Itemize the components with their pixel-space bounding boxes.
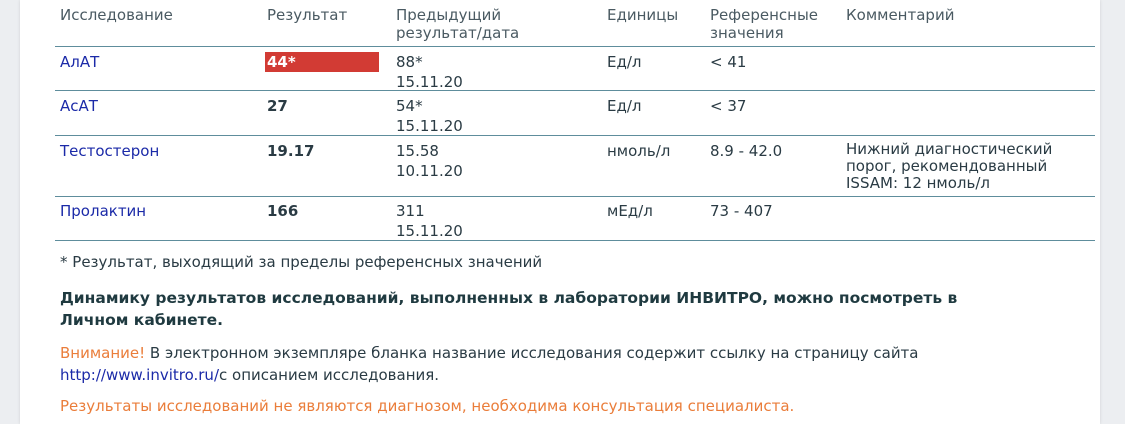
result: 166 xyxy=(267,202,299,220)
previous-result: 88* 15.11.20 xyxy=(396,53,463,91)
footnote: * Результат, выходящий за пределы рефере… xyxy=(60,253,543,271)
test-link-alat[interactable]: АлАТ xyxy=(60,53,100,71)
test-link-prolactin[interactable]: Пролактин xyxy=(60,202,147,220)
disclaimer: Результаты исследований не являются диаг… xyxy=(60,397,795,415)
divider xyxy=(55,135,1095,136)
reference: < 41 xyxy=(710,53,747,71)
warning-label: Внимание! xyxy=(60,344,146,362)
previous-result: 15.58 10.11.20 xyxy=(396,142,463,180)
divider xyxy=(55,196,1095,197)
units: мЕд/л xyxy=(607,202,653,220)
divider xyxy=(55,240,1095,241)
result: 27 xyxy=(267,97,288,115)
units: Ед/л xyxy=(607,97,642,115)
reference: 73 - 407 xyxy=(710,202,773,220)
divider xyxy=(55,46,1095,47)
result: 19.17 xyxy=(267,142,315,160)
invitro-link[interactable]: http://www.invitro.ru/ xyxy=(60,366,219,384)
reference: 8.9 - 42.0 xyxy=(710,142,783,160)
reference: < 37 xyxy=(710,97,747,115)
previous-result: 54* 15.11.20 xyxy=(396,97,463,135)
header-previous: Предыдущий результат/дата xyxy=(396,6,520,42)
previous-result: 311 15.11.20 xyxy=(396,202,463,240)
header-test: Исследование xyxy=(60,6,173,24)
warning-note: Внимание! В электронном экземпляре бланк… xyxy=(60,344,919,384)
header-comment: Комментарий xyxy=(846,6,955,24)
comment: Нижний диагностический порог, рекомендова… xyxy=(846,140,1053,192)
header-units: Единицы xyxy=(607,6,679,24)
test-link-testosterone[interactable]: Тестостерон xyxy=(60,142,160,160)
header-result: Результат xyxy=(267,6,348,24)
test-link-asat[interactable]: АсАТ xyxy=(60,97,98,115)
dynamics-note: Динамику результатов исследований, выпол… xyxy=(60,289,958,329)
units: нмоль/л xyxy=(607,142,671,160)
units: Ед/л xyxy=(607,53,642,71)
result-flagged: 44* xyxy=(265,52,379,72)
header-reference: Референсные значения xyxy=(710,6,819,42)
report-sheet xyxy=(20,0,1100,424)
divider xyxy=(55,90,1095,91)
